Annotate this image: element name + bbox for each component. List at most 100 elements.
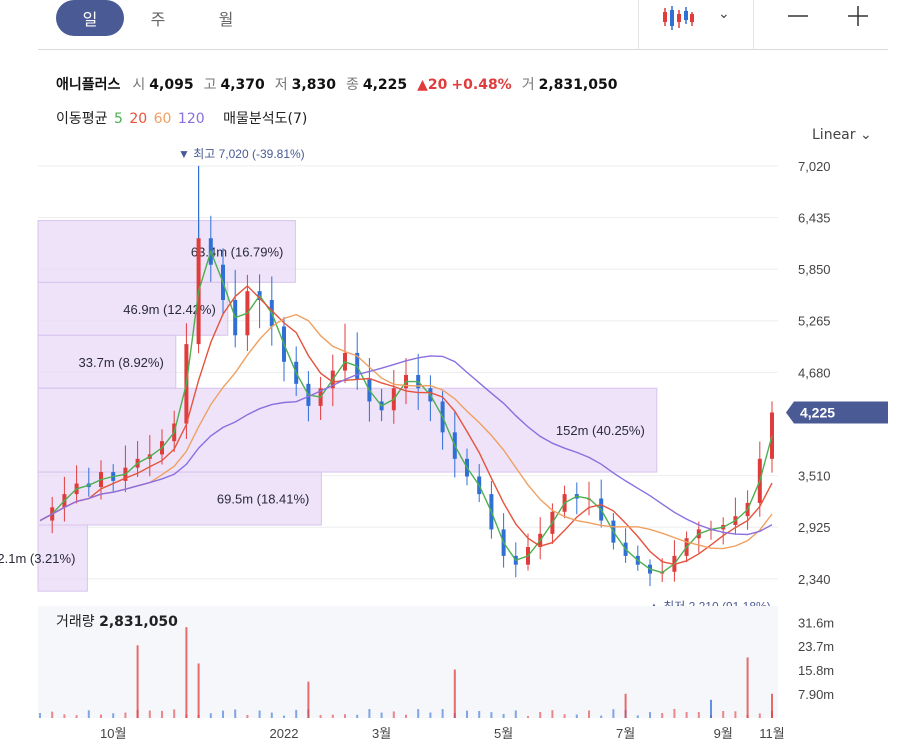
volume-bar xyxy=(222,710,224,718)
volume-bar xyxy=(295,709,298,718)
open-value: 4,095 xyxy=(149,77,194,93)
ma-120: 120 xyxy=(177,111,205,127)
chevron-down-icon: ⌄ xyxy=(859,127,872,143)
high-annotation: ▼ 최고 7,020 (-39.81%) xyxy=(178,147,305,161)
volume-bar xyxy=(100,714,102,718)
volume-bar xyxy=(112,713,115,718)
high-value: 4,370 xyxy=(220,77,265,93)
volume-spike xyxy=(307,681,310,718)
volume-bar xyxy=(429,712,432,718)
volume-profile-label: 46.9m (12.42%) xyxy=(123,302,216,317)
volume-bar xyxy=(478,710,481,718)
volume-bar xyxy=(356,714,359,718)
tab-monthly[interactable]: 월 xyxy=(218,10,234,29)
low-label: 저 xyxy=(274,77,288,93)
volume-bar xyxy=(392,711,395,718)
volume-panel-title: 거래량 2,831,050 xyxy=(56,611,178,631)
volume-bar xyxy=(551,710,554,718)
volume-profile-label: 69.5m (18.41%) xyxy=(217,492,310,507)
candlestick-chart-icon[interactable] xyxy=(660,4,696,32)
volume-bar xyxy=(466,710,468,718)
volume-bar xyxy=(234,709,237,718)
x-tick-label: 7월 xyxy=(616,726,635,741)
y-tick-label: 4,680 xyxy=(798,365,831,380)
x-tick-label: 3월 xyxy=(372,726,391,741)
y-tick-label: 5,265 xyxy=(798,314,831,329)
quote-line: 애니플러스 시 4,095 고 4,370 저 3,830 종 4,225 ▲2… xyxy=(56,74,623,94)
volume-bar xyxy=(380,712,383,718)
volume-profile-label: 63.4m (16.79%) xyxy=(191,244,284,259)
volume-panel-label: 거래량 xyxy=(56,614,95,630)
volume-bar xyxy=(612,709,615,718)
volume-bar xyxy=(148,710,151,718)
volume-tick-label: 7.90m xyxy=(798,687,834,702)
current-price-label: 4,225 xyxy=(800,405,835,421)
volume-bar xyxy=(87,710,90,718)
open-label: 시 xyxy=(132,77,146,93)
close-label: 종 xyxy=(345,77,359,93)
volume-profile-bar xyxy=(37,471,322,526)
change-percent: +0.48% xyxy=(451,77,512,93)
volume-bar xyxy=(673,708,676,718)
volume-bar xyxy=(575,714,578,718)
volume-bar xyxy=(161,710,163,718)
volume-profile-bar xyxy=(37,524,88,592)
volume-bar xyxy=(722,710,725,718)
volume-bar xyxy=(173,709,176,718)
zoom-in-icon[interactable] xyxy=(846,4,870,28)
scale-mode-dropdown[interactable]: Linear ⌄ xyxy=(812,127,872,143)
volume-panel-value: 2,831,050 xyxy=(99,614,178,630)
volume-bar xyxy=(331,714,334,718)
toolbar-divider xyxy=(753,0,754,49)
volume-bar xyxy=(441,709,444,718)
volume-bar xyxy=(502,713,505,718)
volume-spike xyxy=(136,645,139,718)
volume-panel xyxy=(38,606,778,718)
chevron-down-icon[interactable]: ⌄ xyxy=(718,6,730,22)
volume-bar xyxy=(344,714,346,718)
change-value: ▲20 xyxy=(417,77,448,93)
volume-bar xyxy=(539,712,542,718)
volume-bar xyxy=(319,715,322,718)
moving-average-legend[interactable]: 이동평균 5 20 60 120 매물분석도(7) xyxy=(56,108,309,128)
volume-bar xyxy=(246,715,249,718)
volume-bar xyxy=(600,715,603,718)
volume-bar xyxy=(209,713,212,718)
volume-spike xyxy=(624,693,627,718)
ma-20: 20 xyxy=(129,111,148,127)
tab-weekly[interactable]: 주 xyxy=(150,10,166,29)
high-label: 고 xyxy=(203,77,217,93)
volume-bar xyxy=(270,712,273,718)
y-tick-label: 2,925 xyxy=(798,520,831,535)
volume-bar xyxy=(63,714,66,718)
volume-bar xyxy=(588,710,590,718)
volume-bar xyxy=(490,712,493,718)
zoom-out-icon[interactable] xyxy=(786,4,810,28)
x-tick-label: 10월 xyxy=(100,726,126,741)
volume-value: 2,831,050 xyxy=(538,77,618,93)
moving-average-line xyxy=(39,313,773,550)
volume-profile-label[interactable]: 매물분석도(7) xyxy=(223,111,308,127)
volume-bar xyxy=(563,714,566,718)
volume-profile-bar xyxy=(37,220,296,283)
volume-spike xyxy=(746,657,749,718)
volume-bar xyxy=(661,713,664,718)
volume-bar xyxy=(283,715,285,718)
volume-bar xyxy=(124,712,127,718)
ma-label: 이동평균 xyxy=(56,111,108,127)
x-tick-label: 2022 xyxy=(270,726,299,741)
y-tick-label: 6,435 xyxy=(798,211,831,226)
candle-body xyxy=(770,412,774,459)
volume-bar xyxy=(51,711,54,718)
tab-daily[interactable]: 일 xyxy=(56,0,124,36)
x-tick-label: 11월 xyxy=(759,726,784,741)
volume-bar xyxy=(734,711,737,718)
volume-tick-label: 23.7m xyxy=(798,639,834,654)
y-tick-label: 2,340 xyxy=(798,572,831,587)
volume-spike xyxy=(453,669,456,718)
moving-average-line xyxy=(39,284,773,566)
current-price-tag xyxy=(786,401,888,424)
stock-name: 애니플러스 xyxy=(56,77,121,93)
volume-bar xyxy=(758,713,761,718)
